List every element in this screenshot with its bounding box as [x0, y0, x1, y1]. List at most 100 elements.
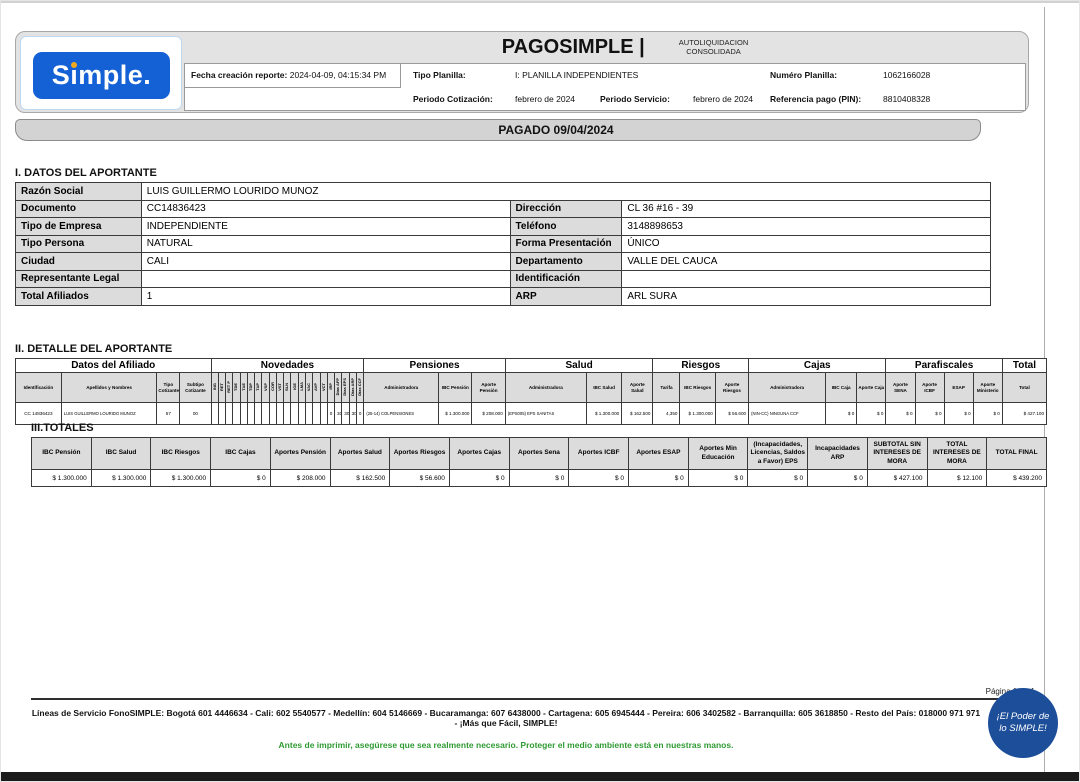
logo-i-dot-icon	[71, 62, 78, 68]
logo-i-letter: ı	[70, 60, 79, 90]
novedad-label: VST	[277, 382, 283, 391]
detalle-novedad-header: AVP	[312, 372, 321, 403]
field-label: Departamento	[509, 252, 623, 271]
totales-table: IBC Pensión IBC Salud IBC Riesgos IBC Cajas…	[31, 437, 1047, 487]
novedad-label: Días CCF	[357, 377, 363, 396]
totales-value: $ 208.000	[269, 469, 331, 487]
field-value: ÚNICO	[621, 234, 991, 253]
detalle-col-header: ESAP	[943, 372, 974, 403]
detalle-novedad-header: Días ARP	[348, 372, 357, 403]
detalle-novedad-header: VST	[275, 372, 285, 403]
section-datos-aportante: I. DATOS DEL APORTANTE Razón Social LUIS …	[15, 167, 992, 306]
cell-caja-admin: (NIN-CC) NINGUNA CCF	[748, 402, 827, 425]
section1-title: I. DATOS DEL APORTANTE	[15, 167, 157, 179]
cell-aporte-riesgos: $ 56.600	[714, 402, 750, 425]
totales-header: IBC Cajas	[210, 437, 271, 470]
report-subtitle: AUTOLIQUIDACION CONSOLIDADA	[679, 38, 748, 57]
cell-aporte-caja: $ 0	[856, 402, 887, 425]
totales-header: Incapacidades ARP	[807, 437, 868, 470]
detalle-col-header: Identificación	[15, 372, 62, 403]
detalle-col-header: Aporte Salud	[621, 372, 654, 403]
logo-container: Sı mple.	[20, 36, 182, 110]
subtitle-line2: CONSOLIDADA	[686, 47, 741, 56]
periodo-cotizacion-label: Periodo Cotización:	[413, 94, 493, 104]
aportante-row: Tipo Persona NATURAL Forma Presentación ÚNI…	[15, 234, 991, 253]
detalle-col-header: Tipo Cotizante	[156, 372, 181, 403]
detalle-novedad-header: TAE	[239, 372, 248, 403]
cell-tipo-cotizante: 57	[156, 402, 181, 425]
cell-ibc-salud: $ 1.300.000	[585, 402, 623, 425]
detalle-novedad-header: RET	[217, 372, 227, 403]
detalle-col-header: IBC Riesgos	[679, 372, 716, 403]
aportante-table-body: Razón Social LUIS GUILLERMO LOURIDO MUNOZ…	[15, 182, 992, 306]
totales-header: SUBTOTAL SIN INTERESES DE MORA	[866, 437, 928, 470]
totales-value: $ 0	[747, 469, 809, 487]
power-of-simple-badge: ¡El Poder de lo SIMPLE!	[988, 688, 1058, 758]
detalle-novedad-header: IRP	[326, 372, 336, 403]
periodo-servicio-label: Periodo Servicio:	[600, 94, 670, 104]
detalle-col-header: Aporte Ministerio	[972, 372, 1003, 403]
detalle-col-header: IBC Pensión	[438, 372, 473, 403]
cell-aporte-salud: $ 162.500	[621, 402, 654, 425]
detalle-col-header: Administradora	[504, 372, 587, 403]
detalle-col-header: Administradora	[748, 372, 827, 403]
section-totales: III.TOTALES IBC Pensión IBC Salud IBC Ries…	[31, 422, 1047, 487]
novedad-label: SLN	[284, 382, 290, 391]
tipo-planilla-label: Tipo Planilla:	[413, 70, 466, 80]
novedad-label: AVP	[313, 382, 319, 391]
novedad-label: Días EPS	[342, 377, 348, 396]
totales-value: $ 1.300.000	[31, 469, 92, 487]
group-salud: Salud	[504, 358, 654, 373]
field-value: 3148898653	[621, 217, 991, 236]
novedad-label: TAE	[240, 382, 246, 391]
detalle-subheader-row: Identificación Apellidos y Nombres Tipo Co…	[15, 372, 1048, 403]
novedad-label: LMA	[298, 382, 304, 392]
detalle-col-header: IBC Caja	[825, 372, 858, 403]
logo-text: Sı mple.	[51, 60, 152, 90]
cell-novedad: 30	[341, 402, 350, 425]
periodo-servicio-value: febrero de 2024	[693, 94, 754, 104]
novedad-label: TDP	[247, 382, 253, 391]
totales-value: $ 0	[210, 469, 271, 487]
detalle-novedad-header: Días EPS	[341, 372, 350, 403]
aportante-row: Representante Legal Identificación	[15, 269, 991, 288]
totales-value: $ 427.100	[866, 469, 928, 487]
report-header: Sı mple. PAGOSIMPLE | AUTOLIQUIDACION CON…	[15, 31, 1029, 113]
cell-esap: $ 0	[943, 402, 974, 425]
field-label: Forma Presentación	[509, 234, 623, 253]
detalle-novedad-header: VSP	[261, 372, 270, 403]
totales-value: $ 56.600	[389, 469, 450, 487]
cell-nombre: LUIS GUILLERMO LOURIDO MUNOZ	[60, 402, 158, 425]
totales-value: $ 1.300.000	[90, 469, 152, 487]
section-detalle-aportante: II. DETALLE DEL APORTANTE Datos del Afil…	[15, 343, 1048, 425]
novedad-label: IRP	[327, 383, 333, 391]
group-parafiscales: Parafiscales	[885, 358, 1003, 373]
field-value: LUIS GUILLERMO LOURIDO MUNOZ	[140, 182, 992, 201]
detalle-col-header: Administradora	[363, 372, 440, 403]
detalle-novedad-header: TDE	[232, 372, 241, 403]
field-value	[621, 269, 991, 288]
totales-header: TOTAL FINAL	[986, 437, 1047, 470]
novedad-label: TAP	[255, 382, 261, 391]
detalle-novedad-header: LMA	[297, 372, 306, 403]
cell-pension-admin: (25-14) COLPENSIONES	[363, 402, 440, 425]
fecha-creacion-label: Fecha creación reporte:	[191, 70, 288, 80]
aportante-row: Razón Social LUIS GUILLERMO LOURIDO MUNOZ	[15, 182, 992, 201]
totales-header: Aportes Min Educación	[687, 437, 749, 470]
group-cajas: Cajas	[748, 358, 887, 373]
cell-identificacion: CC 14836423	[15, 402, 62, 425]
novedad-label: Días AFP	[335, 378, 341, 396]
detalle-novedad-header: Días CCF	[355, 372, 365, 403]
field-label: Representante Legal	[15, 269, 142, 288]
fecha-creacion-value: 2024-04-09, 04:15:34 PM	[289, 70, 387, 80]
detalle-col-header: Total	[1001, 372, 1048, 403]
field-label: Dirección	[509, 199, 623, 218]
cell-salud-admin: (EPS005) EPS SANITAS	[504, 402, 587, 425]
field-label: Tipo de Empresa	[15, 217, 142, 236]
totales-value: $ 0	[628, 469, 689, 487]
field-value: CL 36 #16 - 39	[621, 199, 991, 218]
novedad-label: RET P	[226, 380, 232, 393]
cell-aporte-icbf: $ 0	[914, 402, 945, 425]
group-novedades: Novedades	[210, 358, 365, 373]
